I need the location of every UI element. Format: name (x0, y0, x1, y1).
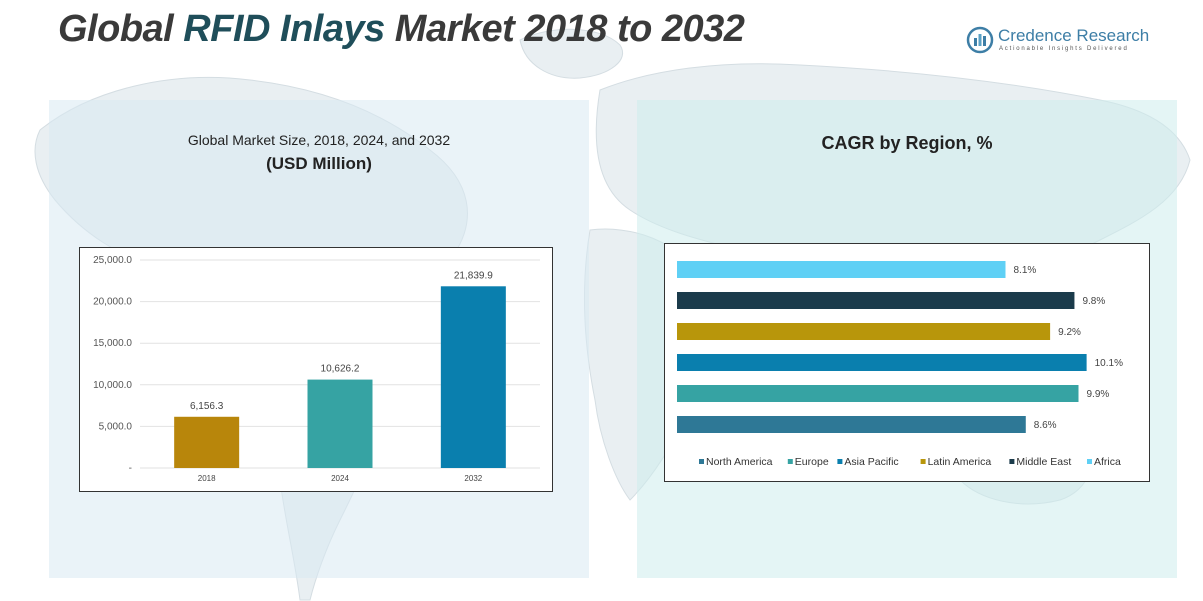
title-prefix: Global (58, 8, 184, 50)
legend-label: Africa (1094, 456, 1121, 468)
legend-label: Asia Pacific (844, 456, 898, 468)
y-tick-label: 25,000.0 (93, 255, 132, 266)
hbar-middle-east (677, 292, 1075, 309)
market-size-title: Global Market Size, 2018, 2024, and 2032 (187, 132, 451, 148)
legend-label: North America (706, 456, 773, 468)
hbar-value-label: 9.9% (1087, 389, 1110, 400)
company-logo[interactable]: Credence Research Actionable Insights De… (966, 24, 1166, 60)
hbar-value-label: 9.2% (1058, 327, 1081, 338)
bar-2018 (174, 416, 240, 468)
legend-label: Latin America (928, 456, 992, 468)
market-size-unit: (USD Million) (266, 154, 372, 173)
x-category-label: 2018 (198, 474, 216, 483)
legend-swatch (920, 459, 926, 464)
hbar-africa (677, 261, 1006, 278)
cagr-chart-frame: 8.1% 9.8% 9.2% 10.1% 9.9% 8.6% North America Eu… (664, 243, 1150, 482)
y-tick-label: 10,000.0 (93, 380, 132, 391)
hbar-latin-america (677, 323, 1051, 340)
cagr-panel: CAGR by Region, % 8.1% 9.8% 9.2% 10.1% 9.9% 8… (637, 100, 1177, 578)
legend-label: Middle East (1016, 456, 1071, 468)
cagr-horizontal-bar-chart: 8.1% 9.8% 9.2% 10.1% 9.9% 8.6% North America Eu… (677, 261, 1123, 468)
bar-2024 (307, 379, 373, 468)
hbar-value-label: 10.1% (1095, 358, 1123, 369)
y-tick-label: 5,000.0 (99, 421, 133, 432)
hbar-value-label: 8.6% (1034, 420, 1057, 431)
logo-tagline: Actionable Insights Delivered (999, 46, 1129, 52)
page-title: Global RFID Inlays Market 2018 to 2032 (58, 8, 745, 51)
y-tick-label: 20,000.0 (93, 297, 132, 308)
legend-label: Europe (795, 456, 829, 468)
legend-swatch (837, 459, 843, 464)
hbar-europe (677, 385, 1079, 402)
cagr-title: CAGR by Region, % (821, 133, 993, 153)
title-accent: RFID Inlays (183, 8, 385, 50)
x-category-label: 2024 (331, 474, 349, 483)
logo-brand-name: Credence Research (998, 26, 1150, 45)
credence-logo-icon (966, 26, 994, 54)
legend-swatch (787, 459, 793, 464)
market-size-chart-frame: - 5,000.0 10,000.0 15,000.0 20,000.0 25,000.0… (79, 247, 553, 492)
y-tick-label: - (129, 463, 132, 474)
legend-swatch (699, 459, 704, 464)
bar-value-label: 10,626.2 (321, 364, 360, 375)
market-size-panel: Global Market Size, 2018, 2024, and 2032… (49, 100, 589, 578)
bar-value-label: 6,156.3 (190, 401, 224, 412)
market-size-bar-chart: - 5,000.0 10,000.0 15,000.0 20,000.0 25,000.0… (93, 255, 540, 483)
hbar-value-label: 8.1% (1014, 265, 1037, 276)
hbar-value-label: 9.8% (1082, 296, 1105, 307)
title-suffix: Market 2018 to 2032 (384, 8, 745, 50)
x-category-label: 2032 (464, 474, 482, 483)
hbar-asia-pacific (677, 354, 1087, 371)
bar-2032 (440, 286, 506, 468)
y-tick-label: 15,000.0 (93, 338, 132, 349)
bar-value-label: 21,839.9 (454, 270, 493, 281)
legend-swatch (1009, 459, 1015, 464)
hbar-north-america (677, 416, 1026, 433)
legend-swatch (1087, 459, 1092, 464)
